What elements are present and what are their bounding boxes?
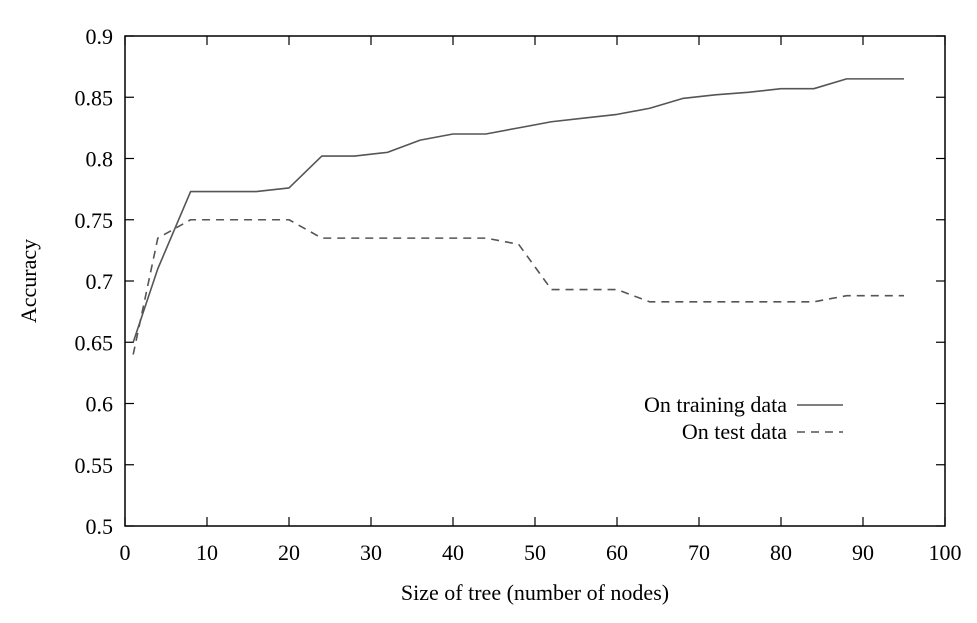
data-point [812, 300, 816, 304]
y-tick-label: 0.5 [86, 514, 114, 539]
ticks-layer: 0 10 20 30 40 50 60 70 80 90 100 0.5 0.55 0.6 0.65 0.7 0… [75, 24, 962, 565]
legend: On training data On test data [644, 392, 843, 444]
y-tick-label: 0.55 [75, 453, 114, 478]
legend-label-training: On training data [644, 392, 787, 417]
x-tick-label: 10 [196, 540, 218, 565]
x-tick-label: 80 [770, 540, 792, 565]
x-tick-label: 100 [929, 540, 962, 565]
y-tick-label: 0.75 [75, 208, 114, 233]
y-tick-label: 0.8 [86, 147, 114, 172]
x-tick-label: 50 [524, 540, 546, 565]
series-layer [132, 78, 904, 355]
legend-label-test: On test data [682, 419, 787, 444]
y-tick-label: 0.7 [86, 269, 114, 294]
plot-frame [124, 35, 946, 527]
series-test [132, 218, 904, 355]
data-point [713, 300, 717, 304]
x-axis-label: Size of tree (number of nodes) [401, 580, 669, 605]
series-training [132, 78, 904, 343]
y-tick-label: 0.6 [86, 392, 114, 417]
x-tick-label: 40 [442, 540, 464, 565]
series-line [132, 78, 904, 343]
x-tick-label: 90 [852, 540, 874, 565]
y-axis-label: Accuracy [16, 239, 41, 323]
x-tick-label: 30 [360, 540, 382, 565]
x-tick-label: 20 [278, 540, 300, 565]
x-tick-label: 60 [606, 540, 628, 565]
data-point [615, 288, 619, 292]
y-tick-label: 0.65 [75, 330, 114, 355]
data-point [320, 236, 324, 240]
data-point [254, 218, 258, 222]
y-tick-label: 0.85 [75, 85, 114, 110]
series-line [132, 218, 904, 355]
x-tick-label: 70 [688, 540, 710, 565]
y-tick-label: 0.9 [86, 24, 114, 49]
x-tick-label: 0 [120, 540, 131, 565]
